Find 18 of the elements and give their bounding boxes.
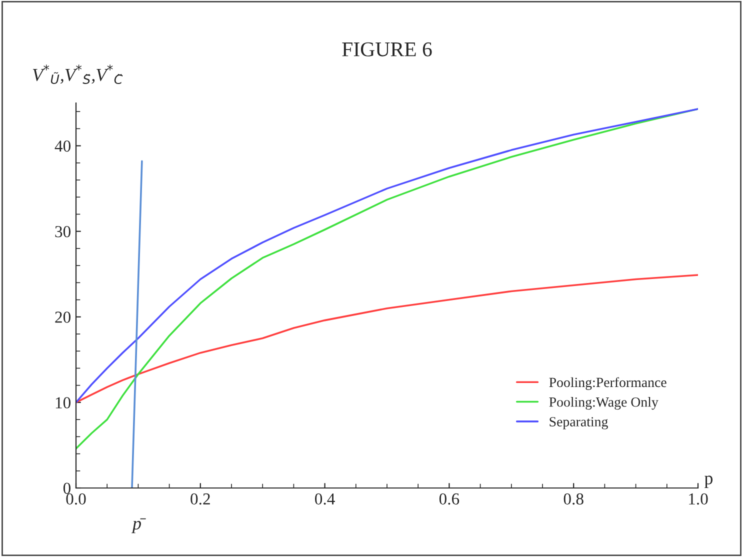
legend-label: Pooling:Performance: [549, 377, 666, 390]
x-axis-title: p: [704, 476, 713, 488]
y-tick-label: 0: [63, 482, 71, 494]
x-tick-label: 1.0: [689, 493, 708, 505]
x-tick-label: 0.4: [315, 493, 335, 505]
chart-title: FIGURE 6: [342, 42, 432, 56]
x-tick-label: 0.2: [190, 493, 210, 505]
y-tick-label: 20: [55, 312, 71, 323]
y-tick-label: 10: [56, 397, 71, 408]
legend-label: Separating: [550, 417, 608, 430]
y-tick-label: 40: [54, 140, 71, 152]
x-tick-label: 0.0: [66, 493, 86, 505]
y-tick-label: 30: [55, 226, 71, 238]
text: p̄: [131, 518, 146, 534]
x-tick-label: 0.8: [564, 493, 584, 505]
text: V$^{*}$$_{Ũ}$,V$^{*}$$_{S̃}$,V$^{*}$$_{C̃}$: [32, 64, 123, 84]
legend-label: Pooling:Wage Only: [549, 397, 658, 410]
x-tick-label: 0.6: [439, 493, 460, 505]
